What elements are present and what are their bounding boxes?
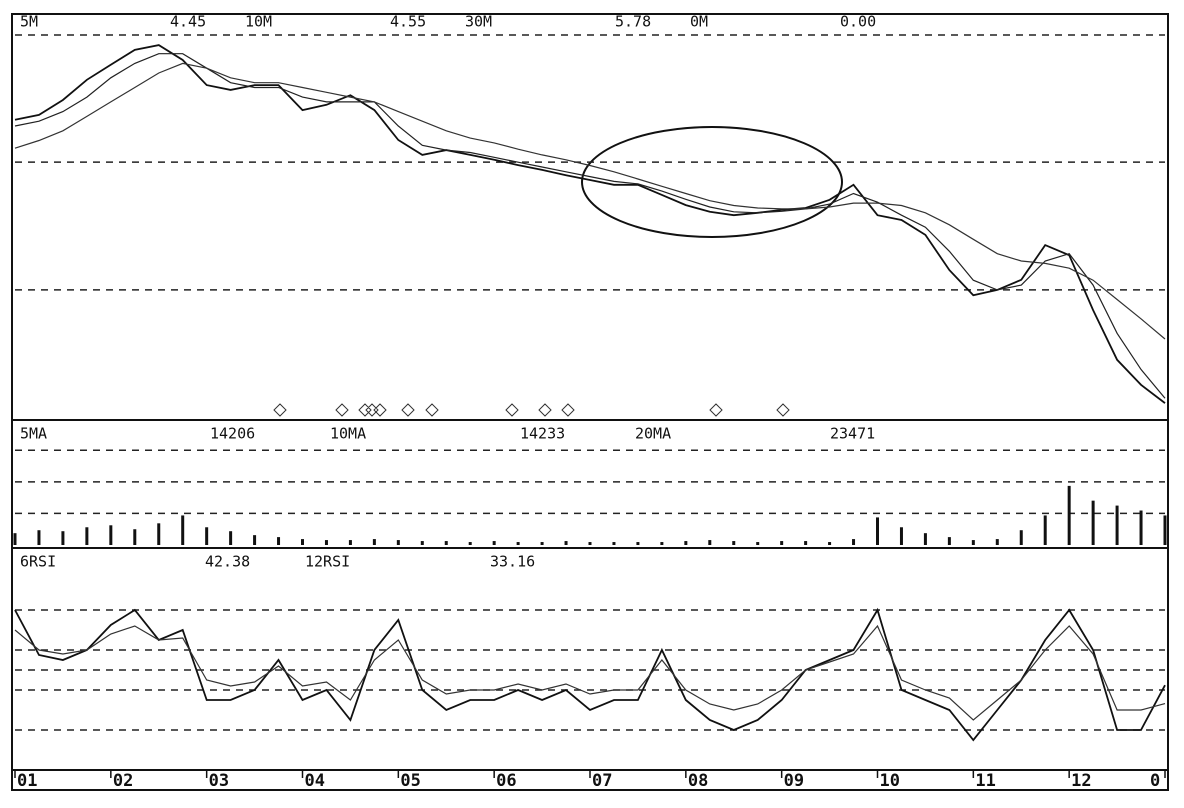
legend-name: 12RSI [305,553,350,571]
volume-bar [348,540,352,545]
volume-bar [876,517,879,545]
x-tick-label: 03 [209,771,229,791]
volume-bar [1139,510,1143,545]
legend-name: 5MA [20,425,47,443]
x-tick-label: 0 [1150,771,1160,791]
highlight-ellipse [581,126,843,238]
x-tick-label: 06 [496,771,516,791]
volume-bar [660,542,664,545]
volume-bar [492,541,496,545]
volume-bar [732,541,736,545]
x-tick-label: 12 [1071,771,1091,791]
x-tick-label: 07 [592,771,612,791]
volume-bar [396,540,400,545]
volume-bar [564,541,568,545]
legend-value: 4.45 [170,13,206,31]
volume-bar [636,542,640,545]
volume-bar [157,523,161,545]
volume-bar [684,541,688,545]
legend-value: 5.78 [615,13,651,31]
legend-name: 30M [465,13,492,31]
volume-bar [253,535,257,545]
volume-bar [852,539,856,545]
legend-name: 10M [245,13,272,31]
x-tick-label: 01 [17,771,37,791]
x-tick-label: 02 [113,771,133,791]
volume-bar [37,530,41,545]
volume-bar [804,541,808,545]
volume-bar [468,542,472,545]
volume-bar [420,541,424,545]
line-series [14,44,1166,404]
legend-name: 20MA [635,425,671,443]
volume-bar [947,537,951,545]
legend-name: 5M [20,13,38,31]
volume-bar [444,541,448,545]
volume-bar [899,527,903,545]
legend-name: 10MA [330,425,366,443]
x-tick-label: 04 [305,771,325,791]
volume-bar [109,525,113,545]
volume-bar [708,540,712,545]
volume-bar [923,533,927,545]
line-series [14,62,1166,340]
volume-bar [828,542,832,545]
volume-bar [205,527,209,545]
legend-value: 0.00 [840,13,876,31]
legend-value: 14206 [210,425,255,443]
volume-bar [277,537,281,545]
volume-bar [780,541,784,545]
x-tick-label: 09 [784,771,804,791]
legend-value: 4.55 [390,13,426,31]
volume-bar [756,542,760,545]
volume-bar [13,533,17,545]
volume-bar [516,542,520,545]
volume-bar [995,539,999,545]
volume-bar [971,540,975,545]
volume-bar [181,515,185,545]
volume-bar [85,527,89,545]
volume-bar [1163,515,1167,545]
frame [11,13,1169,791]
volume-bar [61,531,65,545]
x-tick-label: 10 [880,771,900,791]
legend-name: 0M [690,13,708,31]
volume-bar [1091,500,1095,545]
volume-bar [372,539,376,545]
legend-value: 23471 [830,425,875,443]
volume-bar [612,542,616,545]
volume-bar [1067,485,1071,545]
legend-value: 14233 [520,425,565,443]
x-tick-label: 11 [975,771,995,791]
volume-bar [301,539,304,545]
line-series [14,624,1166,721]
legend-name: 6RSI [20,553,56,571]
legend-value: 33.16 [490,553,535,571]
volume-bar [229,531,233,545]
volume-bar [133,529,137,545]
volume-bar [324,540,328,545]
x-tick-label: 05 [400,771,420,791]
legend-value: 42.38 [205,553,250,571]
x-tick-label: 08 [688,771,708,791]
volume-bar [540,542,544,545]
volume-bar [1043,515,1047,545]
volume-bar [588,542,592,545]
line-series [14,607,1166,742]
signal-markers [273,403,790,417]
volume-bar [1115,505,1119,545]
volume-bar [1019,530,1023,545]
